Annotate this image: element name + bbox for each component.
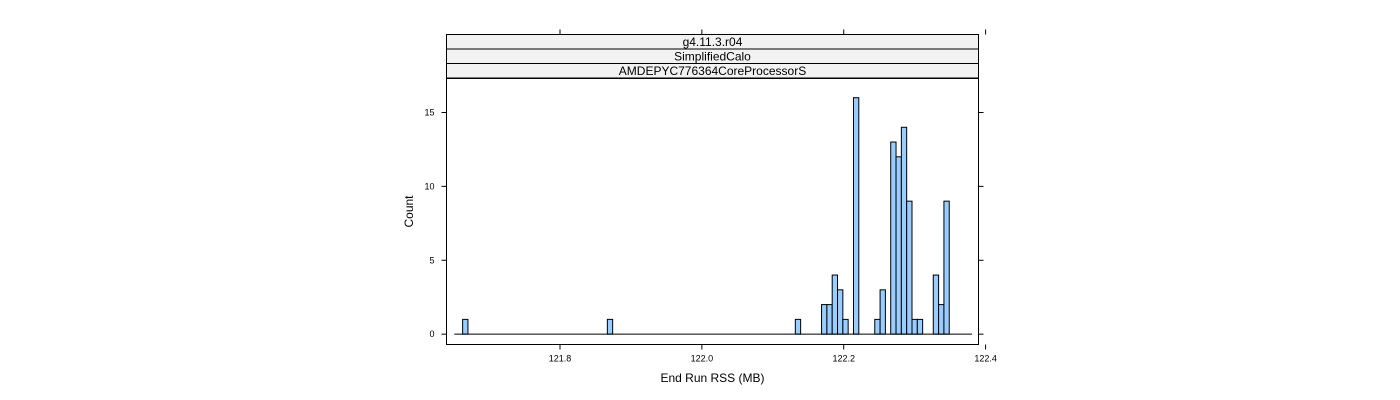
y-axis-label: Count xyxy=(402,195,416,228)
histogram-bar xyxy=(821,304,828,335)
strip-label: SimplifiedCalo xyxy=(674,50,751,64)
histogram-bar xyxy=(938,304,945,335)
plot-panel xyxy=(446,78,979,345)
histogram-bar xyxy=(837,289,844,335)
histogram-bar xyxy=(900,126,908,335)
histogram-bar xyxy=(911,318,918,335)
histogram-bar xyxy=(606,318,614,335)
histogram-bars xyxy=(462,97,950,335)
histogram-bar xyxy=(842,318,849,335)
histogram-bar xyxy=(890,141,897,335)
histogram-bar xyxy=(874,318,881,335)
x-tick-label: 122.4 xyxy=(974,354,997,364)
y-tick-label: 5 xyxy=(429,255,434,265)
x-tick-label: 122.0 xyxy=(691,354,714,364)
axis-ticks: 121.8 122.0 122.2 122.4 0 5 10 15 xyxy=(424,29,997,364)
x-axis-label: End Run RSS (MB) xyxy=(660,371,764,385)
histogram-bar xyxy=(906,200,913,335)
y-tick-label: 0 xyxy=(429,329,434,339)
histogram-bar xyxy=(462,318,469,335)
strip-panel: g4.11.3.r04SimplifiedCaloAMDEPYC776364Co… xyxy=(446,34,979,79)
histogram-bar xyxy=(794,318,802,335)
histogram-bar xyxy=(852,97,860,335)
x-tick-label: 122.2 xyxy=(832,354,855,364)
histogram-bar xyxy=(826,304,833,335)
y-tick-label: 10 xyxy=(424,181,434,191)
histogram-bar xyxy=(895,156,902,335)
histogram-bar xyxy=(943,200,950,335)
x-tick-label: 121.8 xyxy=(549,354,572,364)
histogram-bar xyxy=(831,274,839,335)
histogram-bar xyxy=(932,274,940,335)
strip-label: AMDEPYC776364CoreProcessorS xyxy=(619,64,806,78)
histogram-bar xyxy=(879,289,886,335)
histogram-bar xyxy=(916,318,924,335)
y-tick-label: 15 xyxy=(424,107,434,117)
strip-label: g4.11.3.r04 xyxy=(683,35,743,49)
